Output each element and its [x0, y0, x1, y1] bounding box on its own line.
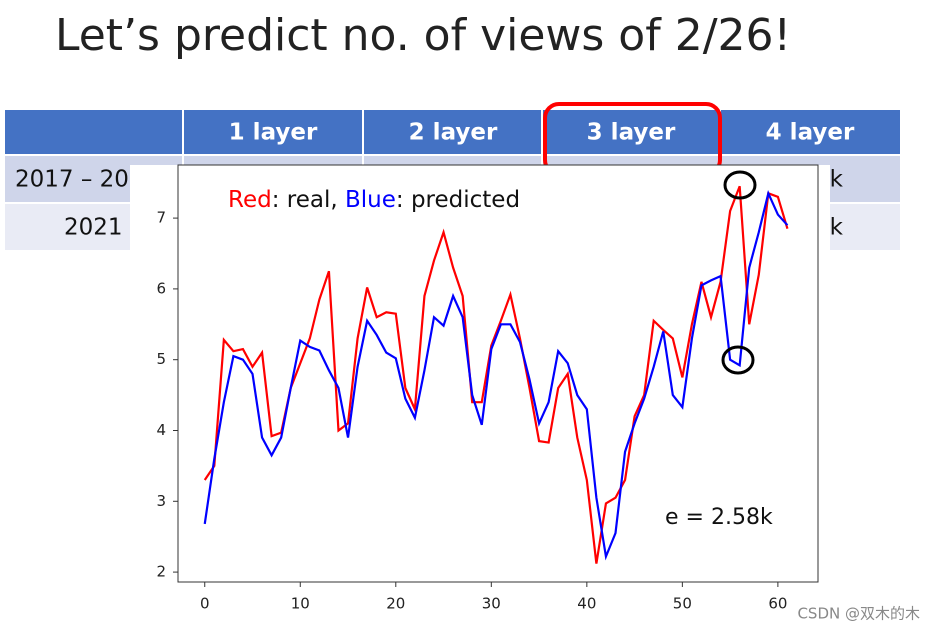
y-tick-label: 7 — [156, 209, 166, 227]
column-header: 3 layer — [587, 120, 676, 146]
y-tick-label: 5 — [156, 350, 166, 368]
slide-title: Let’s predict no. of views of 2/26! — [55, 10, 791, 61]
y-tick-label: 6 — [156, 279, 166, 297]
column-header: 2 layer — [409, 120, 498, 146]
table-header — [5, 110, 900, 155]
row-label: 2021 — [64, 215, 123, 241]
x-tick-label: 10 — [291, 595, 310, 613]
column-header: 1 layer — [229, 120, 318, 146]
series-line — [203, 185, 789, 564]
legend-part: Red — [228, 187, 272, 213]
legend-part: Blue — [345, 187, 396, 213]
plot: 0 10 20 30 40 50 60 2 3 4 5 6 7 — [156, 185, 789, 613]
y-tick-label: 3 — [156, 492, 166, 510]
plot-frame — [177, 164, 819, 583]
circle-marker — [721, 345, 755, 375]
x-tick-label: 30 — [482, 595, 501, 613]
x-tick-label: 50 — [673, 595, 692, 613]
column-header: 4 layer — [766, 120, 855, 146]
x-tick-label: 0 — [200, 595, 210, 613]
x-tick-label: 40 — [577, 595, 596, 613]
watermark: CSDN @双木的木 — [797, 605, 920, 623]
y-tick-label: 2 — [156, 563, 166, 581]
series-line — [203, 189, 789, 561]
legend: Red: real, Blue: predicted — [228, 187, 520, 213]
legend-part: : real, — [272, 187, 345, 213]
x-tick-label: 60 — [768, 595, 787, 613]
legend-part: : predicted — [396, 187, 520, 213]
y-tick-label: 4 — [156, 421, 166, 439]
annotation: e = 2.58k — [665, 505, 773, 530]
x-tick-label: 20 — [386, 595, 405, 613]
circle-marker — [723, 170, 757, 200]
